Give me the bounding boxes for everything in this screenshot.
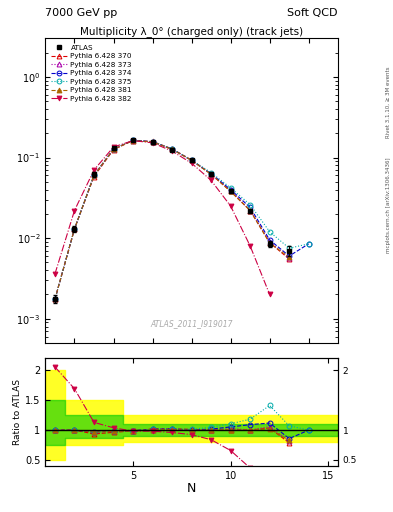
Text: 7000 GeV pp: 7000 GeV pp [45,8,118,18]
Title: Multiplicity λ_0° (charged only) (track jets): Multiplicity λ_0° (charged only) (track … [80,26,303,37]
Text: Soft QCD: Soft QCD [288,8,338,18]
X-axis label: N: N [187,482,196,495]
Text: Rivet 3.1.10, ≥ 3M events: Rivet 3.1.10, ≥ 3M events [386,67,391,138]
Text: mcplots.cern.ch [arXiv:1306.3436]: mcplots.cern.ch [arXiv:1306.3436] [386,157,391,252]
Legend: ATLAS, Pythia 6.428 370, Pythia 6.428 373, Pythia 6.428 374, Pythia 6.428 375, P: ATLAS, Pythia 6.428 370, Pythia 6.428 37… [49,42,134,104]
Y-axis label: Ratio to ATLAS: Ratio to ATLAS [13,379,22,445]
Text: ATLAS_2011_I919017: ATLAS_2011_I919017 [151,319,233,328]
